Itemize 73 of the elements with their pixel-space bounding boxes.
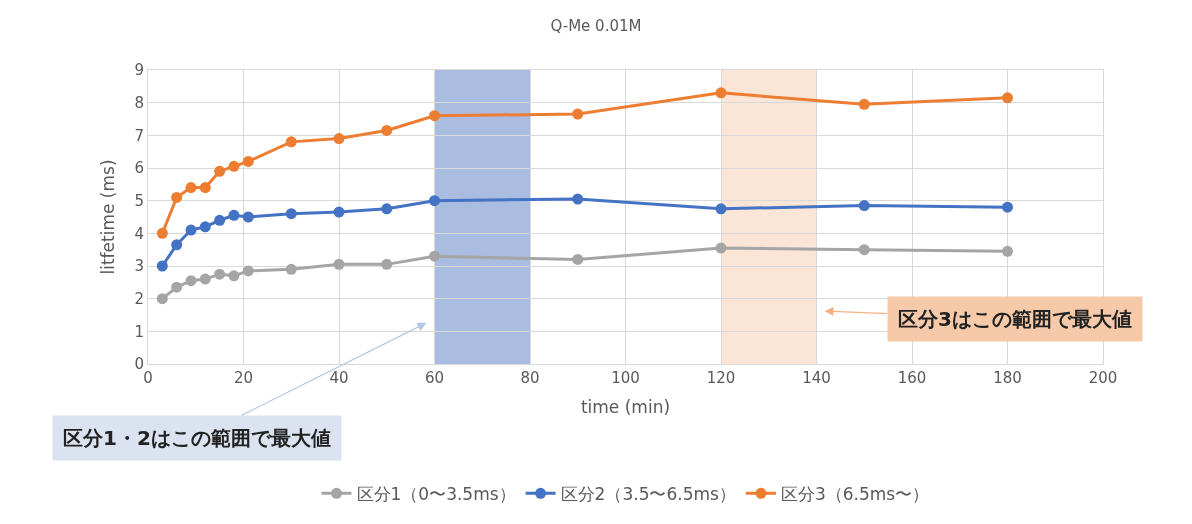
point <box>429 110 440 122</box>
point <box>228 160 240 172</box>
point <box>381 258 393 270</box>
x-tick-label: 60 <box>424 369 445 387</box>
point <box>199 221 211 233</box>
legend-label: 区分3（6.5ms〜） <box>780 483 930 504</box>
point <box>572 253 584 265</box>
x-tick-label: 40 <box>329 369 349 387</box>
point <box>214 165 226 177</box>
point <box>185 224 197 236</box>
y-tick-label: 9 <box>134 61 144 80</box>
point <box>214 214 226 226</box>
point <box>381 203 393 215</box>
point <box>715 203 727 215</box>
text: 区分1・2はこの範囲で最大値 <box>63 426 331 450</box>
point <box>429 250 440 262</box>
point <box>228 209 240 221</box>
annotation: 区分3はこの範囲で最大値 <box>898 307 1132 331</box>
y-tick-label: 8 <box>134 93 144 112</box>
point <box>171 239 183 251</box>
point <box>715 87 727 99</box>
point <box>171 281 183 293</box>
x-tick-label: 80 <box>520 369 540 387</box>
y-axis-title: litfetime (ms) <box>98 159 118 275</box>
point <box>185 275 197 287</box>
point <box>333 258 345 270</box>
point <box>429 195 440 207</box>
point <box>285 263 297 275</box>
point <box>285 136 297 148</box>
x-tick-label: 120 <box>706 369 736 387</box>
point <box>381 124 393 136</box>
point <box>858 200 870 212</box>
point <box>858 244 870 256</box>
point <box>156 227 168 239</box>
point <box>242 265 254 277</box>
chart-title: Q-Me 0.01M <box>550 17 642 36</box>
point <box>199 273 211 285</box>
x-tick-label: 180 <box>993 369 1022 387</box>
point <box>333 206 345 218</box>
point <box>1002 245 1013 257</box>
x-tick-label: 160 <box>897 369 927 387</box>
y-tick-label: 7 <box>134 126 144 145</box>
point <box>171 191 183 203</box>
point <box>285 208 297 220</box>
y-tick-label: 0 <box>134 355 144 374</box>
x-tick-label: 20 <box>233 369 254 387</box>
y-tick-label: 5 <box>134 191 144 210</box>
y-tick-label: 4 <box>134 224 144 243</box>
legend-label: 区分1（0〜3.5ms） <box>356 483 516 504</box>
y-tick-label: 1 <box>134 322 144 341</box>
point <box>1002 201 1013 213</box>
point <box>242 211 254 223</box>
point <box>242 155 254 167</box>
point <box>333 133 345 145</box>
point <box>228 270 240 282</box>
point <box>715 242 727 254</box>
point <box>1002 92 1013 104</box>
y-tick-label: 6 <box>134 159 144 178</box>
point <box>185 182 197 194</box>
point <box>572 108 584 120</box>
x-tick-label: 140 <box>802 369 831 387</box>
point <box>156 260 168 272</box>
x-axis-title: time (min) <box>580 397 671 418</box>
y-tick-label: 3 <box>134 257 144 276</box>
point <box>199 182 211 194</box>
point <box>572 193 584 205</box>
y-tick-label: 2 <box>134 289 144 308</box>
legend-label: 区分2（3.5〜6.5ms） <box>560 483 736 504</box>
point <box>156 293 168 305</box>
x-tick-label: 200 <box>1088 369 1118 387</box>
point <box>858 98 870 110</box>
x-tick-label: 100 <box>611 369 640 387</box>
point <box>214 268 226 280</box>
